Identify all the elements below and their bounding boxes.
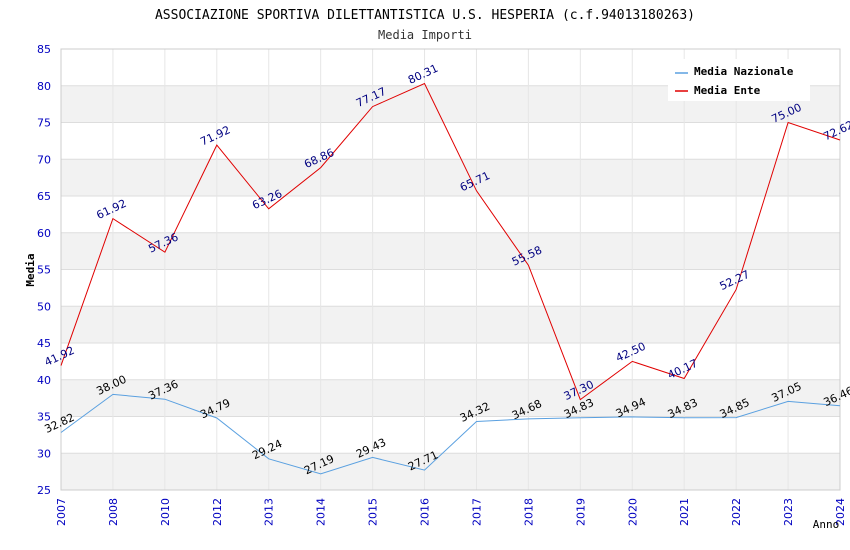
y-tick-label: 40 — [37, 374, 51, 387]
x-tick-label: 2020 — [626, 498, 639, 526]
x-tick-label: 2007 — [55, 498, 68, 526]
chart-subtitle: Media Importi — [378, 28, 472, 42]
y-tick-label: 25 — [37, 484, 51, 497]
plot-band — [61, 306, 840, 343]
x-tick-label: 2018 — [522, 498, 535, 526]
y-tick-label: 85 — [37, 43, 51, 56]
x-tick-label: 2019 — [574, 498, 587, 526]
plot-background-bands — [61, 49, 840, 490]
grid-lines — [60, 48, 841, 491]
x-tick-label: 2013 — [263, 498, 276, 526]
plot-frame — [60, 48, 841, 491]
x-tick-label: 2015 — [367, 498, 380, 526]
series-line-media-ente — [60, 82, 841, 401]
legend-box — [668, 59, 810, 101]
y-tick-label: 50 — [37, 300, 51, 313]
y-tick-label: 60 — [37, 227, 51, 240]
plot-band — [61, 232, 840, 270]
x-axis-label: Anno — [813, 518, 840, 531]
y-tick-label: 35 — [37, 411, 51, 424]
x-tick-label: 2023 — [782, 498, 795, 526]
series-line-media-nazionale — [60, 393, 841, 475]
chart-title: ASSOCIAZIONE SPORTIVA DILETTANTISTICA U.… — [155, 8, 695, 23]
series-lines — [60, 82, 841, 475]
y-tick-label: 45 — [37, 337, 51, 350]
plot-band — [61, 159, 840, 196]
x-tick-label: 2017 — [470, 498, 483, 526]
x-tick-label: 2022 — [730, 498, 743, 526]
legend-label-ente: Media Ente — [694, 84, 761, 97]
y-tick-label: 65 — [37, 190, 51, 203]
y-tick-label: 75 — [37, 117, 51, 130]
plot-band — [61, 343, 840, 380]
y-axis-ticks: 25 30 35 40 45 50 55 60 65 70 75 80 85 — [37, 43, 51, 497]
x-tick-label: 2008 — [107, 498, 120, 526]
x-tick-label: 2021 — [678, 498, 691, 526]
x-axis-ticks: 2007 2008 2010 2012 2013 2014 2015 2016 2017 2018… — [55, 498, 847, 526]
y-tick-label: 55 — [37, 264, 51, 277]
legend-label-nazionale: Media Nazionale — [694, 65, 794, 78]
y-tick-label: 30 — [37, 447, 51, 460]
plot-band — [61, 379, 840, 417]
x-tick-label: 2024 — [834, 498, 847, 526]
plot-band — [61, 416, 840, 454]
x-tick-label: 2010 — [159, 498, 172, 526]
plot-band — [61, 269, 840, 307]
plot-band — [61, 453, 840, 490]
x-tick-label: 2014 — [315, 498, 328, 526]
y-tick-label: 80 — [37, 80, 51, 93]
y-axis-label: Media — [24, 253, 37, 286]
x-tick-label: 2012 — [211, 498, 224, 526]
x-tick-label: 2016 — [419, 498, 432, 526]
legend: Media Nazionale Media Ente — [668, 59, 810, 101]
plot-band — [61, 122, 840, 160]
plot-band — [61, 196, 840, 233]
y-tick-label: 70 — [37, 153, 51, 166]
